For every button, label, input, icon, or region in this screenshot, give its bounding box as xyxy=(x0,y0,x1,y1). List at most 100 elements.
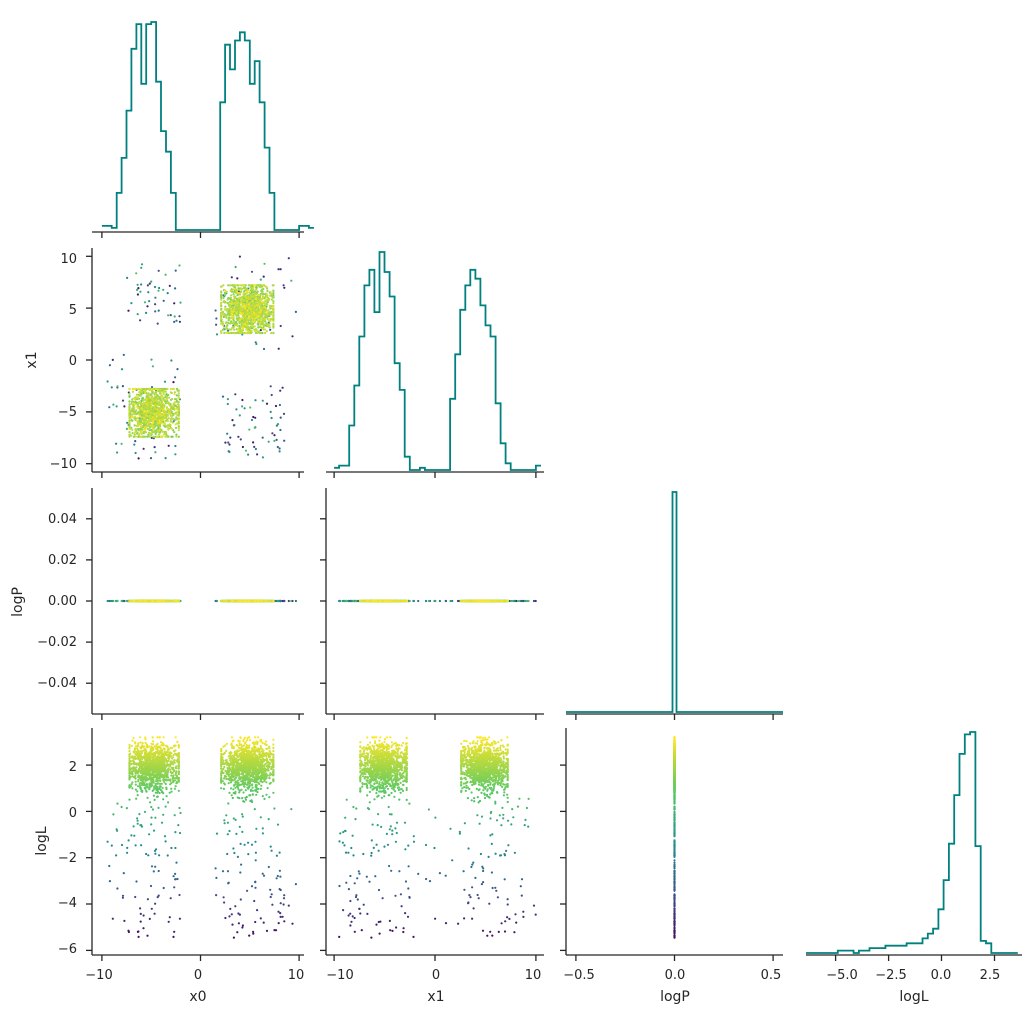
scatter-x0-x1-point xyxy=(149,408,153,411)
scatter-x0-x1-point xyxy=(252,311,255,314)
scatter-x0-x1-point xyxy=(133,416,137,419)
scatter-x0-x1-point xyxy=(283,439,286,442)
scatter-x0-x1-point xyxy=(149,424,152,427)
scatter-x0-x1-point xyxy=(130,419,133,422)
scatter-x0-x1-point xyxy=(134,400,137,403)
scatter-x0-x1-point xyxy=(239,438,242,441)
scatter-x0-x1-point xyxy=(223,294,226,297)
scatter-x0-x1-point xyxy=(146,402,149,406)
scatter-x0-x1-point xyxy=(136,283,139,286)
scatter-x0-x1-point xyxy=(162,433,165,436)
scatter-x0-x1-point xyxy=(247,295,250,298)
scatter-x0-x1-point xyxy=(150,358,153,361)
scatter-x0-x1-point xyxy=(240,328,244,331)
scatter-x0-x1-point xyxy=(164,425,167,428)
scatter-x0-x1-point xyxy=(137,387,140,391)
scatter-x0-x1-point xyxy=(140,387,143,391)
scatter-x0-x1-point xyxy=(215,317,218,320)
panel-x1-vs-x0-xticks xyxy=(101,472,300,478)
scatter-x0-x1-point xyxy=(145,425,148,428)
scatter-x0-x1-point xyxy=(277,268,280,271)
scatter-x0-x1-point xyxy=(145,398,148,401)
scatter-x0-x1-point xyxy=(154,393,157,396)
scatter-x0-x1-point xyxy=(120,442,123,445)
scatter-x0-x1-point xyxy=(158,429,161,432)
scatter-x0-x1-point xyxy=(171,397,174,401)
scatter-x0-x1-point xyxy=(158,286,161,290)
scatter-x0-x1-point xyxy=(262,296,265,299)
scatter-x0-x1-point xyxy=(143,402,146,405)
scatter-x0-x1-point xyxy=(170,427,173,430)
scatter-x0-x1-point xyxy=(287,257,290,260)
scatter-x0-x1-point xyxy=(233,424,236,427)
scatter-x0-x1-point xyxy=(265,330,268,333)
scatter-x0-x1-point xyxy=(230,313,234,316)
scatter-x0-x1-point xyxy=(136,402,139,405)
scatter-x0-x1-point xyxy=(261,300,264,303)
scatter-x0-x1-point xyxy=(273,434,276,437)
scatter-x0-x1-point xyxy=(139,290,142,293)
scatter-x0-x1-point xyxy=(149,411,152,414)
scatter-x0-x1-point xyxy=(169,420,172,423)
scatter-x0-x1-point xyxy=(122,353,125,356)
scatter-x0-x1-point xyxy=(251,315,254,318)
scatter-x0-x1-point xyxy=(157,395,160,398)
scatter-x0-x1-point xyxy=(160,405,163,408)
scatter-x0-x1-point xyxy=(141,420,144,423)
scatter-x0-x1-point xyxy=(108,364,111,367)
scatter-x0-x1-point xyxy=(139,425,142,428)
scatter-x0-x1-point xyxy=(259,298,263,301)
scatter-x0-x1-point xyxy=(177,420,180,423)
scatter-x0-x1-point xyxy=(262,275,265,278)
scatter-x0-x1-point xyxy=(257,296,260,299)
scatter-x0-x1-point xyxy=(123,405,126,408)
scatter-x0-x1-point xyxy=(261,327,264,330)
scatter-x0-x1-point xyxy=(174,404,177,407)
scatter-x0-x1-point xyxy=(237,328,240,332)
scatter-x0-x1-point xyxy=(164,457,167,460)
scatter-x0-x1-point xyxy=(253,304,256,307)
scatter-x0-x1-point xyxy=(176,410,179,413)
scatter-x0-x1-point xyxy=(134,451,137,455)
scatter-x0-x1-point xyxy=(278,403,281,407)
scatter-x0-x1-point xyxy=(266,303,269,306)
scatter-x0-x1-point xyxy=(272,319,275,322)
scatter-x0-x1-point xyxy=(154,423,157,426)
scatter-x0-x1-point xyxy=(272,331,275,335)
panel-x1-hist-xticks xyxy=(333,472,537,478)
scatter-x0-x1-point xyxy=(108,406,111,409)
scatter-x0-x1-point xyxy=(272,326,275,329)
scatter-x0-x1-point xyxy=(128,421,131,424)
scatter-x0-x1-point xyxy=(243,322,247,325)
scatter-x0-x1-point xyxy=(240,297,243,300)
scatter-x0-x1-point xyxy=(237,435,240,438)
scatter-x0-x1-point xyxy=(161,399,164,402)
scatter-x0-x1-point xyxy=(263,309,266,312)
scatter-x0-x1-point xyxy=(272,291,275,294)
scatter-x0-x1-point xyxy=(172,429,175,432)
scatter-x0-x1-point xyxy=(255,342,258,346)
scatter-x0-x1-point xyxy=(253,325,256,328)
scatter-x0-x1-point xyxy=(177,403,180,406)
scatter-x0-x1-point xyxy=(136,293,139,296)
scatter-x0-x1-point xyxy=(241,405,244,408)
scatter-x0-x1-point xyxy=(172,404,175,407)
scatter-x0-x1-point xyxy=(244,331,247,335)
scatter-x0-x1-point xyxy=(246,312,249,316)
scatter-x0-x1-point xyxy=(139,402,143,405)
scatter-x0-x1-point xyxy=(169,391,172,394)
scatter-x0-x1-point xyxy=(220,322,223,325)
scatter-x0-x1-point xyxy=(220,317,223,320)
scatter-x0-x1-point xyxy=(164,390,167,393)
scatter-x0-x1-point xyxy=(152,391,155,394)
scatter-x0-x1-point xyxy=(150,389,153,392)
scatter-x0-x1-point xyxy=(214,309,217,312)
scatter-x0-x1-point xyxy=(174,376,177,379)
scatter-x0-x1-point xyxy=(164,398,168,401)
scatter-x0-x1-point xyxy=(220,285,223,288)
scatter-x0-x1-point xyxy=(243,291,246,294)
scatter-x0-x1-point xyxy=(126,421,129,424)
scatter-x0-x1-point xyxy=(151,425,154,428)
scatter-x0-x1-point xyxy=(149,435,152,438)
scatter-x0-x1-point xyxy=(138,415,142,418)
